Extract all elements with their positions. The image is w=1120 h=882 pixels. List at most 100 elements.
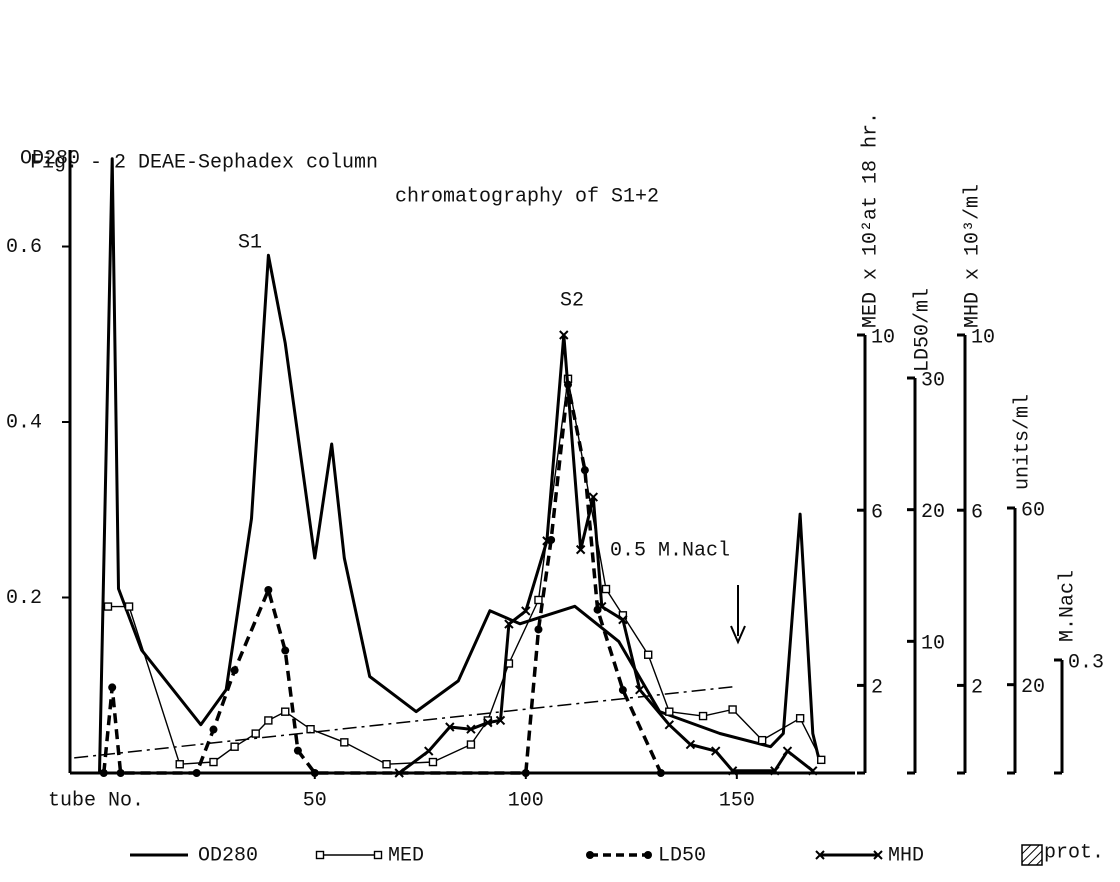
right-tick-label: 30 bbox=[921, 369, 945, 392]
marker-cross bbox=[873, 850, 883, 860]
marker-cross bbox=[559, 330, 569, 340]
marker-dot bbox=[99, 769, 108, 777]
marker-square bbox=[757, 735, 767, 745]
series-line bbox=[398, 333, 814, 775]
marker-square bbox=[124, 602, 134, 611]
marker-square bbox=[728, 705, 737, 714]
marker-dot bbox=[192, 769, 201, 777]
marker-square bbox=[817, 755, 826, 765]
legend-label: OD280 bbox=[198, 844, 258, 867]
marker-square bbox=[643, 650, 653, 659]
marker-dot bbox=[209, 725, 218, 734]
marker-cross-stroke bbox=[664, 720, 675, 730]
x-axis-label: tube No. bbox=[48, 789, 144, 812]
right-tick-label: 20 bbox=[921, 501, 945, 524]
marker-cross-stroke bbox=[685, 739, 696, 750]
marker-cross bbox=[466, 724, 476, 734]
marker-dot bbox=[264, 585, 273, 594]
marker-dot bbox=[116, 769, 125, 777]
marker-cross-stroke bbox=[635, 685, 645, 695]
marker-cross bbox=[727, 766, 738, 776]
marker-square bbox=[251, 729, 260, 738]
marker-square bbox=[428, 757, 438, 767]
marker-cross bbox=[782, 746, 793, 756]
series-line bbox=[74, 685, 737, 759]
marker-square bbox=[665, 707, 674, 716]
marker-square bbox=[466, 740, 476, 749]
legend-label: MED bbox=[388, 844, 424, 867]
annotation: S1 bbox=[238, 231, 262, 254]
marker-square bbox=[209, 757, 218, 767]
marker-dot bbox=[108, 683, 117, 692]
marker-cross-stroke bbox=[559, 330, 569, 340]
right-tick-label: 10 bbox=[971, 326, 995, 349]
right-tick-label: 10 bbox=[921, 633, 945, 656]
marker-cross bbox=[542, 536, 552, 546]
annotation-arrowhead bbox=[730, 625, 746, 645]
y-tick-label: 0.2 bbox=[6, 587, 42, 610]
series-line bbox=[102, 382, 663, 775]
marker-dot bbox=[281, 646, 290, 655]
marker-dot bbox=[580, 466, 589, 475]
marker-square bbox=[340, 738, 349, 747]
right-axis-label: MED x 10²at 18 hr. bbox=[859, 112, 882, 328]
marker-cross-stroke bbox=[483, 717, 493, 728]
right-axis-label: MHD x 10³/ml bbox=[961, 184, 984, 328]
marker-cross bbox=[588, 492, 599, 502]
marker-cross-stroke bbox=[770, 766, 780, 776]
marker-cross bbox=[618, 614, 628, 625]
annotation: 0.5 M.Nacl bbox=[610, 539, 730, 562]
right-tick-label: 10 bbox=[871, 326, 895, 349]
marker-cross bbox=[483, 717, 493, 728]
marker-square bbox=[373, 850, 383, 860]
chart-subtitle: chromatography of S1+2 bbox=[395, 185, 659, 208]
marker-dot bbox=[656, 769, 665, 777]
marker-cross-stroke bbox=[711, 746, 721, 756]
marker-square bbox=[795, 714, 805, 723]
marker-dot bbox=[644, 851, 652, 859]
right-tick-label: 6 bbox=[971, 501, 983, 524]
marker-cross-stroke bbox=[588, 492, 599, 502]
marker-cross bbox=[635, 685, 645, 695]
marker-square bbox=[230, 742, 239, 751]
y-tick-label: 0.6 bbox=[6, 236, 42, 259]
right-axis-label: M.Nacl bbox=[1056, 570, 1079, 642]
marker-square bbox=[698, 711, 708, 721]
marker-dot bbox=[293, 746, 302, 755]
x-tick-label: 50 bbox=[303, 789, 327, 812]
marker-cross-stroke bbox=[815, 850, 825, 860]
right-tick-label: 6 bbox=[871, 501, 883, 524]
marker-square bbox=[175, 760, 184, 769]
marker-cross-stroke bbox=[808, 766, 818, 776]
right-tick-label: 60 bbox=[1021, 499, 1045, 522]
marker-cross bbox=[711, 746, 721, 756]
marker-cross bbox=[575, 544, 586, 555]
marker-cross bbox=[445, 722, 455, 732]
marker-cross-stroke bbox=[873, 850, 883, 860]
marker-cross bbox=[808, 766, 818, 776]
marker-square bbox=[382, 760, 391, 769]
marker-square bbox=[103, 602, 113, 611]
series-line bbox=[98, 157, 821, 774]
marker-cross-stroke bbox=[495, 715, 506, 726]
marker-cross bbox=[424, 746, 434, 756]
marker-square bbox=[281, 707, 290, 716]
legend-label: LD50 bbox=[658, 844, 706, 867]
marker-cross-stroke bbox=[445, 722, 455, 732]
x-tick-label: 100 bbox=[508, 789, 544, 812]
marker-cross bbox=[504, 619, 514, 629]
marker-cross bbox=[664, 720, 675, 730]
marker-cross-stroke bbox=[394, 768, 404, 778]
right-tick-label: 2 bbox=[871, 677, 883, 700]
marker-cross-stroke bbox=[597, 601, 607, 612]
right-axis-label: units/ml bbox=[1011, 394, 1034, 490]
marker-cross-stroke bbox=[466, 724, 476, 734]
marker-cross bbox=[815, 850, 825, 860]
marker-cross-stroke bbox=[618, 614, 628, 625]
y-tick-label: 0.4 bbox=[6, 411, 42, 434]
right-tick-label: 0.3 bbox=[1068, 651, 1104, 674]
marker-cross bbox=[597, 601, 607, 612]
marker-cross-stroke bbox=[542, 536, 552, 546]
marker-dot bbox=[534, 625, 543, 634]
